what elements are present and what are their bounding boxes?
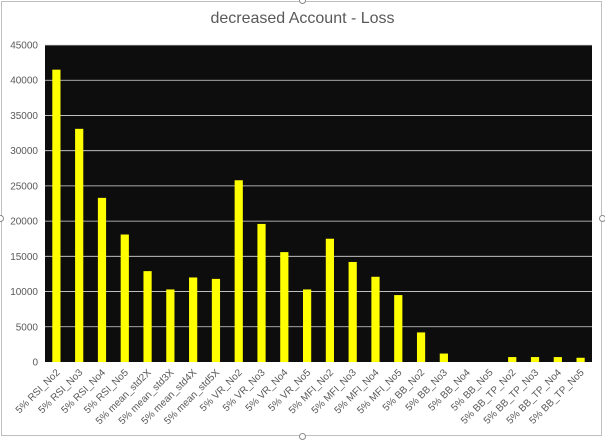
bar [576,357,585,362]
bar [280,252,289,362]
bars [52,69,585,363]
gridlines [45,44,592,328]
bar [189,277,198,362]
y-tick-label: 0 [32,358,38,369]
bar [257,223,266,362]
plot-area [45,45,592,362]
bar [143,271,152,362]
bar [530,357,540,362]
y-tick-label: 10000 [10,287,38,298]
y-tick-label: 5000 [16,322,39,333]
y-tick-label: 25000 [10,181,38,192]
bar [75,128,84,362]
resize-handle-top[interactable] [299,0,306,4]
bar [508,357,517,362]
bar [439,353,448,362]
bar [394,295,403,362]
bar [416,332,426,362]
bar [97,197,107,362]
bar [553,357,562,362]
bar [303,289,312,362]
y-tick-label: 15000 [10,252,38,263]
resize-handle-right[interactable] [599,215,605,222]
y-tick-label: 45000 [10,41,38,52]
y-tick-label: 40000 [10,76,38,87]
bar [211,278,221,362]
y-axis-ticks: 0 5000 10000 15000 20000 25000 30000 35000 40000… [10,41,38,369]
bar [371,276,380,362]
y-tick-label: 30000 [10,146,38,157]
chart-title: decreased Account - Loss [210,10,395,27]
y-tick-label: 35000 [10,111,38,122]
bar [348,261,357,362]
bar [234,180,243,362]
bar [166,289,175,362]
bar [120,234,129,362]
y-tick-label: 20000 [10,217,38,228]
resize-handle-left[interactable] [0,215,4,222]
bar [52,69,61,363]
bar [325,238,334,362]
